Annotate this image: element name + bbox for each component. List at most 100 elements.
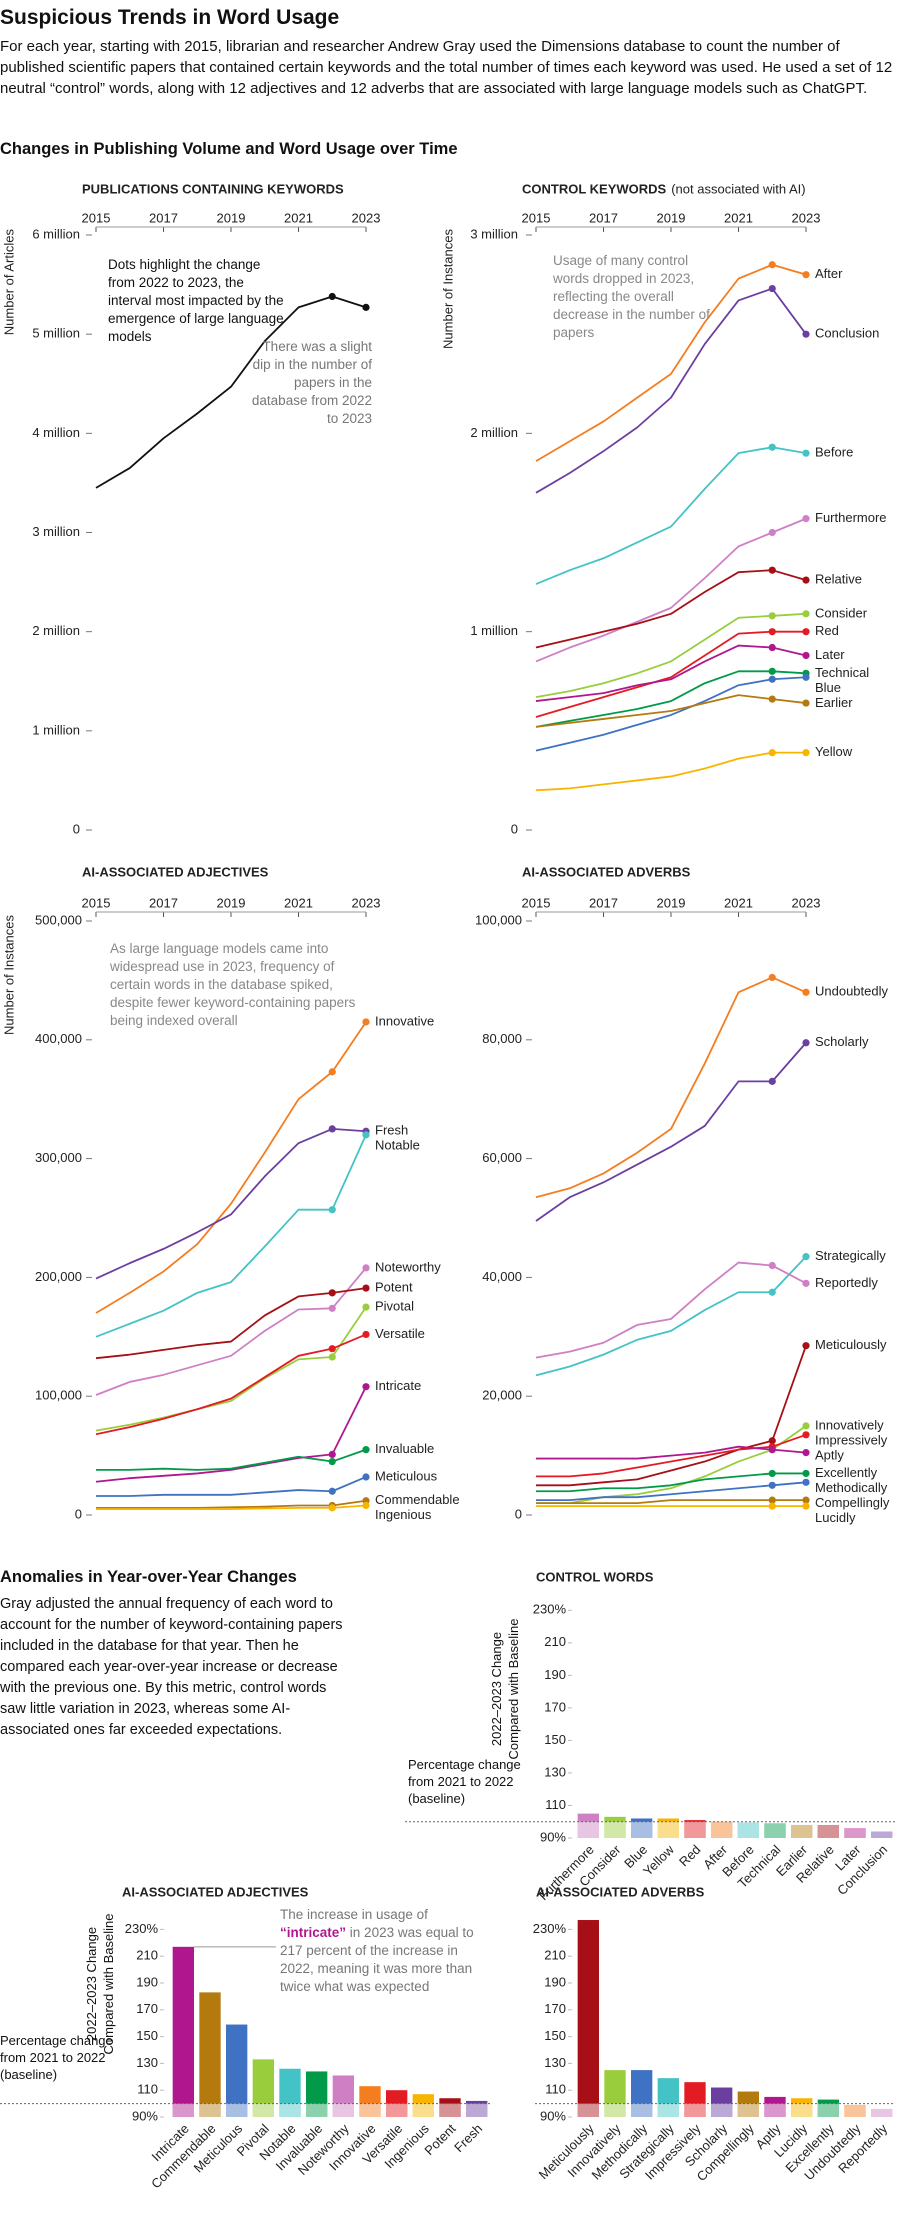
series-line xyxy=(535,694,807,728)
y-tick-label: 60,000 xyxy=(482,1150,522,1165)
bar-shade xyxy=(386,2103,408,2117)
x-tick-label: 2021 xyxy=(724,895,753,910)
highlight-dot xyxy=(328,1068,336,1076)
bar-shade xyxy=(631,1821,653,1838)
highlight-dot xyxy=(802,673,810,681)
bar-shade xyxy=(817,1824,839,1838)
highlight-dot xyxy=(768,284,776,293)
highlight-dot xyxy=(768,643,776,652)
y-tick-label: 90% xyxy=(540,1829,566,1844)
annotation: Usage of many control words dropped in 2… xyxy=(553,253,710,340)
series-line xyxy=(535,612,807,699)
chart-title: AI-ASSOCIATED ADVERBS xyxy=(522,864,691,879)
highlight-dot xyxy=(362,1131,370,1139)
highlight-dot xyxy=(768,1496,776,1504)
series-line xyxy=(535,1255,807,1377)
highlight-dot xyxy=(328,1304,336,1312)
highlight-dot xyxy=(802,1431,810,1439)
x-tick-label: 2019 xyxy=(217,895,246,910)
highlight-dot xyxy=(802,1469,810,1478)
highlight-dot xyxy=(362,1303,370,1311)
highlight-dot xyxy=(362,1284,370,1292)
series-label: Intricate xyxy=(375,1378,421,1393)
highlight-dot xyxy=(802,1422,810,1430)
y-tick-label: 2 million xyxy=(32,623,80,638)
highlight-dot xyxy=(768,566,776,574)
highlight-dot xyxy=(768,1261,776,1270)
series-label: Technical xyxy=(815,665,869,680)
series-label: Meticulously xyxy=(815,1337,887,1352)
series-label: Conclusion xyxy=(815,326,879,341)
series-line xyxy=(536,1481,807,1502)
highlight-dot xyxy=(802,576,810,584)
series-label: Relative xyxy=(815,572,862,587)
y-tick-label: 20,000 xyxy=(482,1388,522,1403)
section-title: Anomalies in Year-over-Year Changes xyxy=(0,1568,297,1586)
y-tick-label: 190 xyxy=(136,1974,158,1989)
y-tick-label: 190 xyxy=(544,1974,566,1989)
y-tick-label: 4 million xyxy=(32,425,80,440)
bar-shade xyxy=(737,1822,759,1838)
highlight-dot xyxy=(768,1288,776,1296)
x-tick-label: 2015 xyxy=(522,895,551,910)
bar-shade xyxy=(199,2103,221,2117)
y-tick-label: 0 xyxy=(73,821,80,836)
series-line xyxy=(95,1333,367,1436)
bar-shade xyxy=(577,2103,599,2117)
baseline-label: Percentage change from 2021 to 2022 (bas… xyxy=(408,1757,521,1806)
highlight-dot xyxy=(768,675,776,683)
series-line xyxy=(536,1345,807,1487)
series-line xyxy=(535,287,807,494)
series-line xyxy=(95,1386,367,1483)
series-label: Commendable xyxy=(375,1492,460,1507)
series-line xyxy=(536,1499,806,1505)
y-tick-label: 0 xyxy=(515,1506,522,1521)
x-tick-label: 2015 xyxy=(522,210,551,225)
y-tick-label: 150 xyxy=(544,1732,566,1747)
highlight-dot xyxy=(802,1342,810,1350)
series-label: Strategically xyxy=(815,1248,886,1263)
series-label: Methodically xyxy=(815,1480,888,1495)
highlight-dot xyxy=(802,1502,810,1510)
highlight-dot xyxy=(802,749,810,757)
highlight-dot xyxy=(802,1478,810,1486)
series-label: Before xyxy=(815,445,853,460)
series-line xyxy=(96,1499,367,1509)
y-tick-label: 170 xyxy=(544,2001,566,2016)
highlight-dot xyxy=(802,449,810,457)
y-tick-label: 90% xyxy=(540,2108,566,2123)
y-tick-label: 230% xyxy=(533,1602,567,1617)
category-label: Potent xyxy=(421,2121,458,2158)
highlight-dot xyxy=(802,988,810,996)
bar-shade xyxy=(657,2103,679,2117)
highlight-dot xyxy=(802,1279,810,1287)
highlight-dot xyxy=(328,1125,336,1133)
series-line xyxy=(535,1261,807,1359)
highlight-dot xyxy=(768,1446,776,1454)
highlight-dot xyxy=(362,1473,370,1481)
highlight-dot xyxy=(802,610,810,618)
y-axis-label: Number of Instances xyxy=(440,229,455,349)
bar xyxy=(172,1946,194,2117)
series-label: Noteworthy xyxy=(375,1259,441,1274)
annotation-emphasis: “intricate” xyxy=(280,1925,347,1940)
highlight-dot xyxy=(768,695,776,703)
series-line xyxy=(95,1021,367,1314)
chart-title: CONTROL KEYWORDS xyxy=(522,181,667,196)
series-label: Fresh xyxy=(375,1123,408,1138)
bar-shade xyxy=(306,2103,328,2117)
bar-shade xyxy=(172,2103,194,2117)
chart-title: CONTROL WORDS xyxy=(536,1569,654,1584)
y-tick-label: 170 xyxy=(544,1699,566,1714)
series-line xyxy=(536,1433,807,1478)
highlight-dot xyxy=(362,1330,370,1339)
highlight-dot xyxy=(802,271,810,279)
highlight-dot xyxy=(328,1457,336,1466)
highlight-dot xyxy=(328,292,336,301)
category-label: Fresh xyxy=(451,2121,485,2155)
highlight-dot xyxy=(768,628,776,636)
highlight-dot xyxy=(802,628,810,636)
y-tick-label: 300,000 xyxy=(35,1150,82,1165)
highlight-dot xyxy=(768,261,776,269)
